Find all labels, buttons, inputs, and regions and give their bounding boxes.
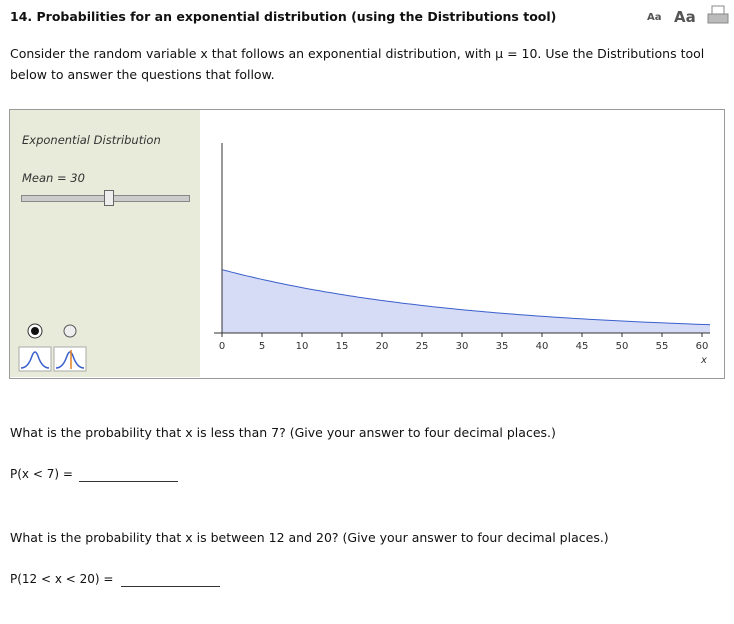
radio[interactable] [63, 324, 77, 338]
intro-text: Consider the random variable x that foll… [10, 46, 705, 82]
answer-prompt: P(x < 7) = [10, 467, 73, 481]
x-tick-label: 20 [376, 341, 389, 352]
print-button[interactable] [707, 5, 729, 25]
x-tick-label: 35 [496, 341, 509, 352]
chart: 0 5 10 15 20 25 30 35 40 45 50 55 60 x [214, 143, 711, 366]
distribution-tool [9, 109, 725, 379]
tool-modes [18, 323, 87, 372]
x-tick-label: 40 [536, 341, 549, 352]
density-area [222, 269, 710, 333]
x-tick-label: 0 [219, 341, 225, 352]
x-tick-label: 45 [576, 341, 589, 352]
x-tick-label: 55 [656, 341, 669, 352]
x-tick-label: 15 [336, 341, 349, 352]
x-tick-label: 5 [259, 341, 265, 352]
question-text: What is the probability that x is betwee… [10, 530, 609, 545]
answer-field[interactable] [79, 481, 178, 482]
question-text: What is the probability that x is less t… [10, 425, 556, 440]
mean-label: Mean = 30 [22, 171, 85, 185]
slider-thumb[interactable] [104, 190, 114, 206]
font-large-button[interactable]: Aa [674, 8, 696, 26]
font-small-button[interactable]: Aa [647, 12, 662, 23]
x-axis-label: x [700, 355, 707, 366]
answer-field[interactable] [121, 586, 220, 587]
question-title: 14. Probabilities for an exponential dis… [10, 9, 557, 24]
x-tick-label: 25 [416, 341, 429, 352]
x-tick-label: 10 [296, 341, 309, 352]
x-tick-label: 30 [456, 341, 469, 352]
answer-prompt: P(12 < x < 20) = [10, 572, 114, 586]
x-tick-label: 50 [616, 341, 629, 352]
tool-title: Exponential Distribution [22, 133, 161, 147]
density-curve [221, 269, 711, 326]
x-tick-label: 60 [696, 341, 709, 352]
radio-dot [31, 327, 39, 335]
